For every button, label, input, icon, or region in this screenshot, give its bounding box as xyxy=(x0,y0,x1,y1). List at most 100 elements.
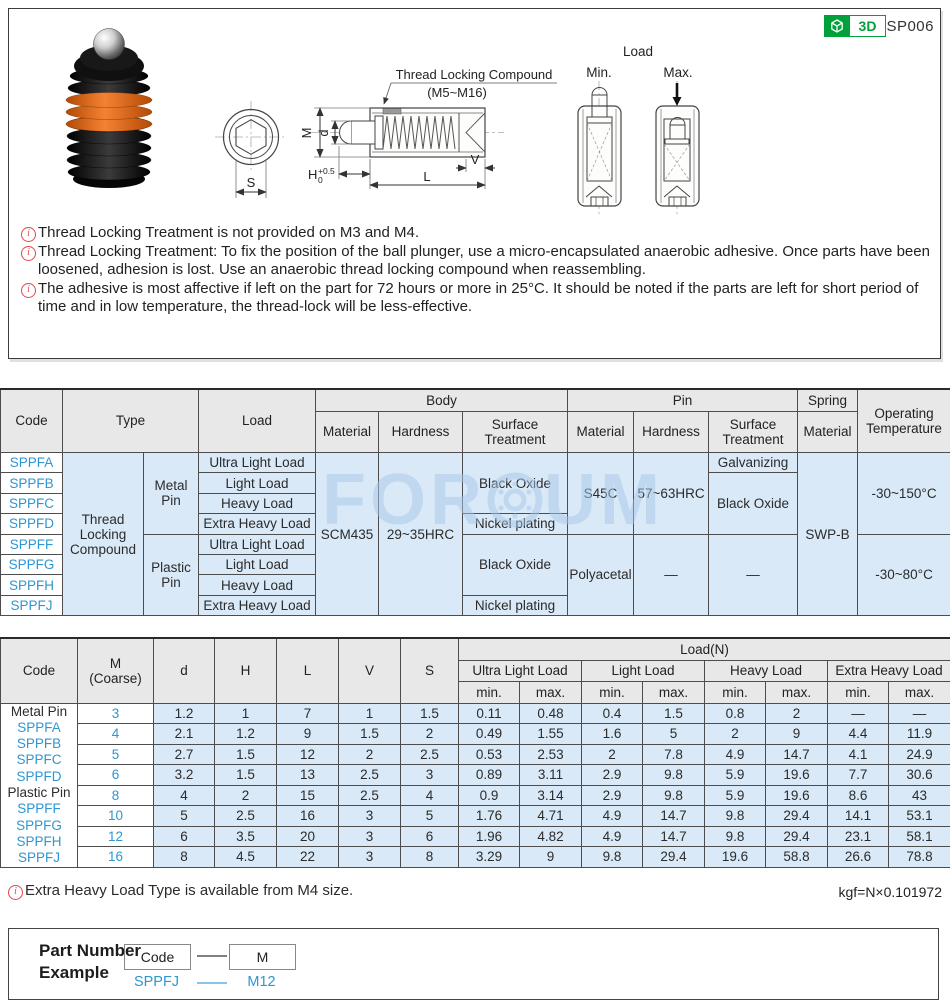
cell: 22 xyxy=(276,846,339,868)
product-photo-illustration xyxy=(65,28,153,188)
dim-h-tol-upper: +0.5 xyxy=(318,166,335,176)
cell: 6 xyxy=(400,825,459,847)
pin-hardness-cell: 57~63HRC xyxy=(633,452,710,535)
cell: 3.29 xyxy=(458,846,520,868)
cell: 0.11 xyxy=(458,702,520,724)
pin-hardness-cell: — xyxy=(633,533,710,617)
thread-compound-range: (M5~M16) xyxy=(427,85,487,100)
info-icon: i xyxy=(21,245,36,261)
cell: 4.9 xyxy=(704,743,766,765)
code-label: SPPFJ xyxy=(17,850,60,866)
cell: 1 xyxy=(338,702,401,724)
cell: 1 xyxy=(214,702,277,724)
cell: 4.4 xyxy=(827,723,889,745)
note-text: Thread Locking Treatment: To fix the pos… xyxy=(38,242,930,279)
pin-material-cell: Polyacetal xyxy=(567,533,635,617)
cell: 14.1 xyxy=(827,805,889,827)
cell: 1.76 xyxy=(458,805,520,827)
part-number-example-panel: Part Number Example Code M SPPFJ M12 xyxy=(8,928,939,1000)
col-header-load: Load xyxy=(198,388,316,453)
dimension-table: Code M (Coarse) d H L V S Load(N) Ultra L… xyxy=(0,637,950,868)
cell: 0.9 xyxy=(458,784,520,806)
cell: 1.55 xyxy=(519,723,582,745)
col-header-load-n: Load(N) xyxy=(457,637,950,661)
table-row: 10 5 2.5 16 3 5 1.76 4.71 4.9 14.7 9.8 29.4 14.1 53.… xyxy=(1,805,950,827)
note-text: Thread Locking Treatment is not provided… xyxy=(38,224,420,241)
cell: 2.9 xyxy=(581,784,643,806)
table-row: 8 4 2 15 2.5 4 0.9 3.14 2.9 9.8 5.9 19.6 8.6 43 xyxy=(1,784,950,806)
cell: 3 xyxy=(338,846,401,868)
cell: 2 xyxy=(338,743,401,765)
load-max-label: Max. xyxy=(663,65,692,80)
op-temp-cell: -30~80°C xyxy=(857,533,950,617)
cell: 2 xyxy=(704,723,766,745)
cell: 5 xyxy=(400,805,459,827)
cell: 4 xyxy=(153,784,215,806)
cell: 0.8 xyxy=(704,702,766,724)
cell: 13 xyxy=(276,764,339,786)
cell: 3 xyxy=(338,805,401,827)
col-header-l: L xyxy=(276,637,339,704)
cell: 2.9 xyxy=(581,764,643,786)
cell: 19.6 xyxy=(765,764,828,786)
cell: 4.9 xyxy=(581,805,643,827)
cube-3d-icon xyxy=(824,15,849,37)
cell: 9.8 xyxy=(581,846,643,868)
cell: 19.6 xyxy=(765,784,828,806)
section-view xyxy=(309,82,557,189)
col-header-body: Body xyxy=(314,388,569,412)
cell: 1.5 xyxy=(214,743,277,765)
load-cell: Heavy Load xyxy=(198,574,316,596)
info-icon: i xyxy=(21,227,36,242)
cell: 2.1 xyxy=(153,723,215,745)
spec-table: Code Type Load Body Pin Spring Operating… xyxy=(0,388,950,617)
code-cell: SPPFB xyxy=(0,472,63,494)
cell: 30.6 xyxy=(887,764,950,786)
m-cell: 6 xyxy=(77,764,154,786)
cell: 26.6 xyxy=(827,846,889,868)
down-arrow-icon xyxy=(672,97,682,106)
col-header-min: min. xyxy=(827,681,889,704)
cell: 9.8 xyxy=(642,764,705,786)
col-header-heavy-load: Heavy Load xyxy=(704,659,828,682)
cell: 8 xyxy=(153,846,215,868)
body-material-cell: SCM435 xyxy=(315,451,379,617)
m-header-line1: M xyxy=(109,655,122,671)
col-header-body-hardness: Hardness xyxy=(378,411,463,453)
load-cell: Extra Heavy Load xyxy=(198,513,316,535)
load-cell: Heavy Load xyxy=(198,492,316,515)
pin-type-label: Metal Pin xyxy=(10,703,68,719)
example-code-value: SPPFJ xyxy=(133,974,180,990)
cell: 5 xyxy=(153,805,215,827)
title-line2: Example xyxy=(39,963,109,982)
load-cell: Ultra Light Load xyxy=(198,533,316,555)
table-row: Metal Pin SPPFA SPPFB SPPFC SPPFD Plasti… xyxy=(0,702,950,868)
table-row: SPPFH Heavy Load xyxy=(0,574,950,596)
cell: 2 xyxy=(400,723,459,745)
cell: 3 xyxy=(400,764,459,786)
cell: 8 xyxy=(400,846,459,868)
body-hardness-cell: 29~35HRC xyxy=(378,451,463,617)
table-row: SPPFA Thread Locking Compound Metal Pin … xyxy=(0,451,950,617)
col-header-light-load: Light Load xyxy=(581,659,705,682)
cell: 1.2 xyxy=(214,723,277,745)
cell: 2.5 xyxy=(338,764,401,786)
view-3d-badge[interactable]: 3D xyxy=(824,15,886,37)
cell: 0.53 xyxy=(458,743,520,765)
body-surface-cell: Black Oxide xyxy=(461,451,569,515)
cell: 2.5 xyxy=(214,805,277,827)
col-header-s: S xyxy=(400,637,459,704)
col-header-operating-temperature: Operating Temperature xyxy=(857,388,950,453)
cell: 11.9 xyxy=(887,723,950,745)
cell: 29.4 xyxy=(765,805,828,827)
cell: 20 xyxy=(276,825,339,847)
cell: 2.5 xyxy=(338,784,401,806)
m-cell: 4 xyxy=(77,723,154,745)
spring-material-cell: SWP-B xyxy=(797,451,859,617)
cell: 3.2 xyxy=(153,764,215,786)
table-row: 4 2.1 1.2 9 1.5 2 0.49 1.55 1.6 5 2 9 4.4 11.9 xyxy=(1,723,950,745)
cell: 1.5 xyxy=(642,702,705,724)
pin-type-cell: Metal Pin xyxy=(143,452,199,535)
dim-h-tol-lower: 0 xyxy=(318,175,323,185)
cell: 4.82 xyxy=(519,825,582,847)
